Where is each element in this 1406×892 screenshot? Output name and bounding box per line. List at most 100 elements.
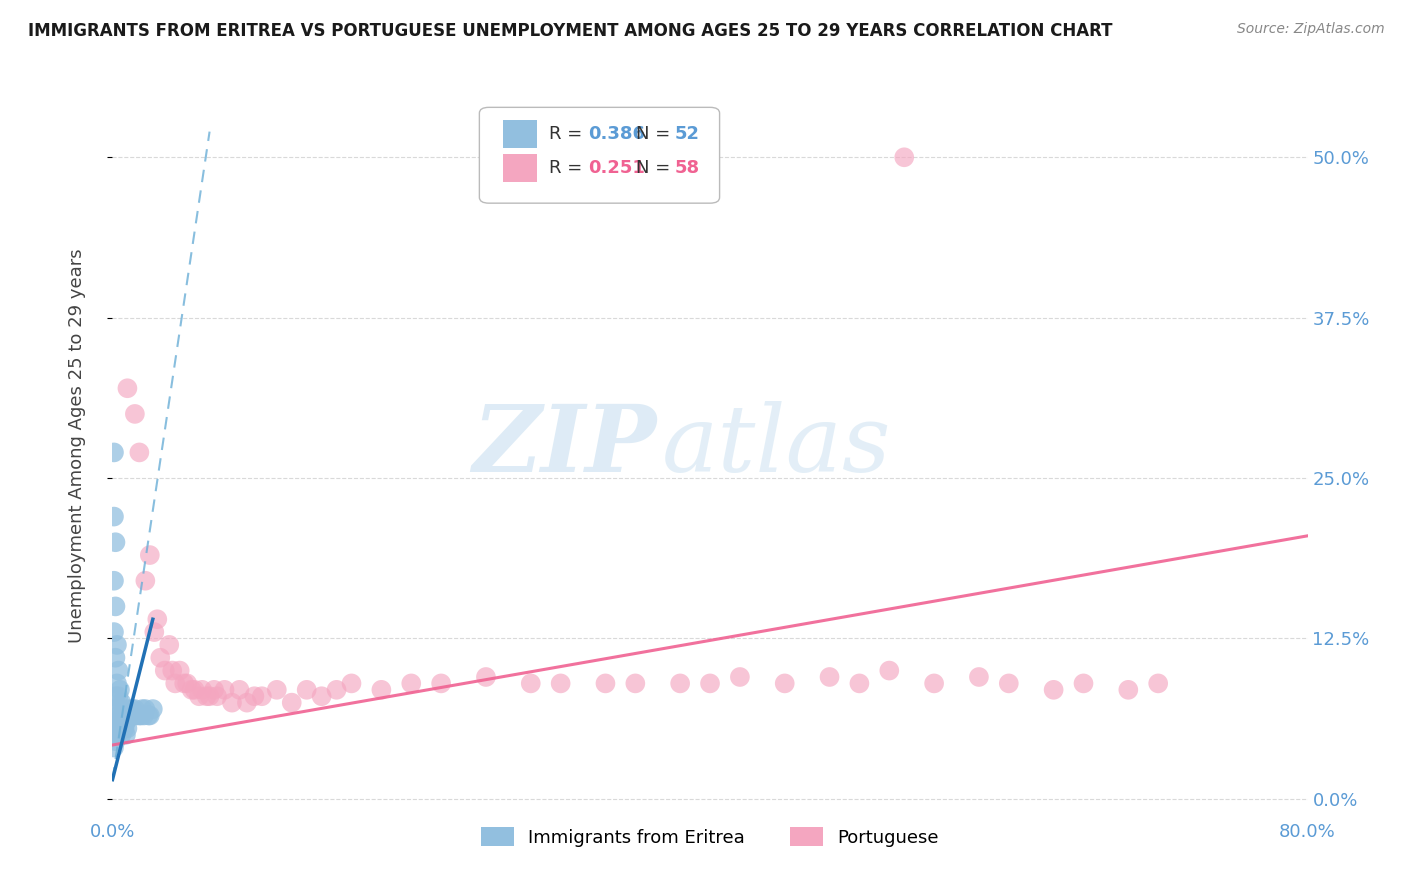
Point (998, 676, 1021, 690)
Point (108, 702, 131, 716)
Point (139, 548, 162, 562)
Point (848, 676, 870, 690)
Point (202, 682, 225, 697)
Point (118, 708, 141, 723)
Point (114, 721, 135, 735)
Point (818, 670, 841, 684)
Point (132, 708, 155, 723)
Point (879, 664, 901, 678)
Point (198, 690, 221, 704)
Point (103, 509, 125, 524)
Point (115, 728, 138, 742)
Point (728, 670, 751, 684)
Point (114, 721, 135, 735)
Point (104, 690, 127, 704)
Text: 58: 58 (675, 159, 699, 177)
Text: N =: N = (636, 125, 676, 143)
Point (153, 664, 176, 678)
Y-axis label: Unemployment Among Ages 25 to 29 years: Unemployment Among Ages 25 to 29 years (67, 249, 86, 643)
Point (214, 682, 236, 697)
Point (243, 690, 266, 704)
Point (105, 702, 128, 716)
Text: N =: N = (636, 159, 676, 177)
Point (295, 682, 318, 697)
Text: IMMIGRANTS FROM ERITREA VS PORTUGUESE UNEMPLOYMENT AMONG AGES 25 TO 29 YEARS COR: IMMIGRANTS FROM ERITREA VS PORTUGUESE UN… (28, 22, 1112, 40)
Point (1118, 682, 1140, 697)
Point (114, 708, 135, 723)
Point (669, 676, 692, 690)
Point (107, 664, 129, 678)
Point (125, 708, 148, 723)
Point (401, 676, 423, 690)
Point (195, 690, 218, 704)
Point (340, 676, 363, 690)
Point (1073, 676, 1095, 690)
FancyBboxPatch shape (479, 107, 720, 203)
FancyBboxPatch shape (503, 154, 537, 182)
Point (104, 599, 127, 614)
Point (107, 708, 129, 723)
Point (311, 690, 333, 704)
Point (205, 690, 228, 704)
Point (110, 728, 132, 742)
Point (893, 150, 915, 164)
Point (108, 714, 131, 729)
Point (176, 676, 198, 690)
Point (111, 708, 134, 723)
Point (117, 702, 139, 716)
Text: Source: ZipAtlas.com: Source: ZipAtlas.com (1237, 22, 1385, 37)
Point (104, 650, 127, 665)
Point (110, 721, 132, 735)
FancyBboxPatch shape (503, 120, 537, 147)
Point (103, 740, 125, 755)
Point (1147, 676, 1170, 690)
Point (110, 696, 132, 710)
Point (520, 676, 543, 690)
Text: 0.386: 0.386 (588, 125, 645, 143)
Point (111, 721, 134, 735)
Point (142, 702, 165, 716)
Point (108, 721, 131, 735)
Point (183, 682, 205, 697)
Point (149, 650, 172, 665)
Text: R =: R = (548, 159, 588, 177)
Point (115, 714, 138, 729)
Point (236, 696, 259, 710)
Point (121, 702, 143, 716)
Point (699, 676, 721, 690)
Point (115, 714, 138, 729)
Point (157, 638, 180, 652)
Point (105, 638, 128, 652)
Point (191, 682, 214, 697)
Point (105, 728, 128, 742)
Point (117, 721, 139, 735)
Point (595, 676, 617, 690)
Text: ZIP: ZIP (472, 401, 657, 491)
Text: 0.251: 0.251 (588, 159, 645, 177)
Point (134, 574, 156, 588)
Point (103, 574, 125, 588)
Point (146, 612, 169, 626)
Point (228, 682, 250, 697)
Point (131, 702, 153, 716)
Point (180, 682, 202, 697)
Point (124, 702, 146, 716)
Point (104, 535, 127, 549)
Text: R =: R = (548, 125, 588, 143)
Point (162, 664, 183, 678)
Point (773, 676, 796, 690)
Point (111, 714, 134, 729)
Point (117, 381, 139, 395)
Point (104, 734, 127, 748)
Point (266, 682, 288, 697)
Point (134, 702, 156, 716)
Point (103, 445, 125, 459)
Point (370, 682, 392, 697)
Point (221, 696, 243, 710)
Point (922, 676, 945, 690)
Point (128, 445, 150, 459)
Point (169, 664, 191, 678)
Point (173, 676, 195, 690)
Point (967, 670, 990, 684)
Text: 52: 52 (675, 125, 699, 143)
